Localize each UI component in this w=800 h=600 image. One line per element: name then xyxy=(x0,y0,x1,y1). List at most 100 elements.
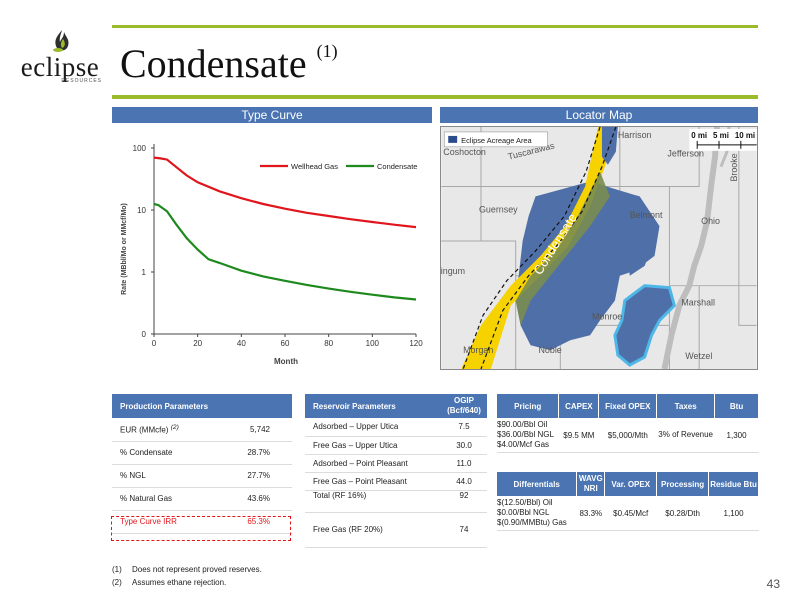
county-wetzel: Wetzel xyxy=(685,351,712,361)
production-value: 5,742 xyxy=(219,418,292,442)
table-row: % Condensate 28.7% xyxy=(112,441,292,465)
scale-10: 10 mi xyxy=(735,131,755,140)
processing-header: Processing xyxy=(656,472,710,496)
map-legend-text: Eclipse Acreage Area xyxy=(461,136,532,145)
page-number: 43 xyxy=(766,577,780,591)
reservoir-label: Free Gas – Point Pleasant xyxy=(305,472,441,491)
nri-value: 83.3% xyxy=(576,496,605,531)
taxes-header: Taxes xyxy=(656,394,716,418)
county-noble: Noble xyxy=(539,345,562,355)
reservoir-label: Free Gas (RF 20%) xyxy=(305,512,441,548)
fixed-opex-header: Fixed OPEX xyxy=(598,394,658,418)
production-label: % Condensate xyxy=(112,441,220,465)
acreage-area-east xyxy=(624,221,655,276)
pricing-ngl: $36.00/Bbl NGL xyxy=(497,430,554,439)
reservoir-value: 92 xyxy=(441,490,487,513)
footnotes: (1) Does not represent proved reserves. (… xyxy=(112,563,262,589)
map-legend-swatch xyxy=(448,135,458,143)
county-morgan: Morgan xyxy=(463,345,493,355)
reservoir-value: 7.5 xyxy=(441,418,487,437)
locator-map-header: Locator Map xyxy=(440,107,758,123)
x-tick-label: 0 xyxy=(152,339,157,348)
top-rule xyxy=(112,25,758,28)
chart-axes: 0 1 10 100 0 20 40 60 80 100 120 xyxy=(133,144,423,348)
production-header: Production Parameters xyxy=(112,394,292,418)
reservoir-value: 74 xyxy=(441,512,487,548)
capex-value: $9.5 MM xyxy=(558,418,599,453)
county-harrison: Harrison xyxy=(618,130,652,140)
reservoir-parameters-table: Reservoir Parameters OGIP (Bcf/640) Adso… xyxy=(305,394,487,548)
table-row: % NGL 27.7% xyxy=(112,464,292,488)
scale-0: 0 mi xyxy=(691,131,707,140)
x-tick-label: 80 xyxy=(324,339,333,348)
county-coshocton: Coshocton xyxy=(443,147,486,157)
table-row: $90.00/Bbl Oil $36.00/Bbl NGL $4.00/Mcf … xyxy=(497,418,759,453)
acreage-area xyxy=(515,181,660,351)
series-line-condensate xyxy=(153,202,417,301)
diff-ngl: $0.00/Bbl NGL xyxy=(497,508,550,517)
logo-subtext: RESOURCES xyxy=(61,78,102,84)
x-axis-label: Month xyxy=(274,357,298,366)
page-title-footnote: (1) xyxy=(316,40,338,61)
diff-gas: $(0.90/MMBtu) Gas xyxy=(497,518,567,527)
reservoir-value: 11.0 xyxy=(441,454,487,473)
production-value: 43.6% xyxy=(219,487,292,511)
ohio-river xyxy=(661,127,720,369)
pricing-cell: $90.00/Bbl Oil $36.00/Bbl NGL $4.00/Mcf … xyxy=(497,418,559,453)
production-parameters-table: Production Parameters EUR (MMcfe) (2) 5,7… xyxy=(112,394,292,534)
x-tick-label: 20 xyxy=(193,339,202,348)
btu-value: 1,300 xyxy=(714,418,759,453)
table-row: Type Curve IRR 65.3% xyxy=(112,510,292,534)
production-value: 27.7% xyxy=(219,464,292,488)
y-tick-label: 1 xyxy=(142,268,147,277)
reservoir-header: Reservoir Parameters xyxy=(305,394,441,418)
production-value: 65.3% xyxy=(219,510,292,534)
production-label: % Natural Gas xyxy=(112,487,220,511)
legend-label: Wellhead Gas xyxy=(291,162,338,171)
costs-table: Pricing CAPEX Fixed OPEX Taxes Btu $90.0… xyxy=(497,394,759,453)
differentials-table: Differentials WAVG NRI Var. OPEX Process… xyxy=(497,472,759,531)
table-row: Adsorbed – Point Pleasant 11.0 xyxy=(305,454,487,473)
fixed-opex-value: $5,000/Mth xyxy=(598,418,657,453)
legend-label: Condensate xyxy=(377,162,417,171)
residue-btu-header: Residue Btu xyxy=(708,472,759,496)
y-tick-label: 10 xyxy=(137,206,146,215)
logo-wordmark: eclipse xyxy=(20,52,100,82)
table-row: % Natural Gas 43.6% xyxy=(112,487,292,511)
pricing-oil: $90.00/Bbl Oil xyxy=(497,420,548,429)
pricing-gas: $4.00/Mcf Gas xyxy=(497,440,550,449)
page-title: Condensate (1) xyxy=(120,40,338,87)
nri-header: WAVG NRI xyxy=(576,472,606,496)
acreage-river-block xyxy=(613,284,677,367)
table-row: $(12.50/Bbl) Oil $0.00/Bbl NGL $(0.90/MM… xyxy=(497,496,759,531)
taxes-value: 3% of Revenue xyxy=(656,418,715,453)
company-logo: eclipse RESOURCES xyxy=(14,28,106,84)
county-marshall: Marshall xyxy=(681,298,715,308)
var-opex-value: $0.45/Mcf xyxy=(604,496,657,531)
y-axis-label: Rate (MBbl/Mo or MMcf/Mo) xyxy=(121,203,128,295)
x-tick-label: 40 xyxy=(237,339,246,348)
production-value: 28.7% xyxy=(219,441,292,465)
county-brooke: Brooke xyxy=(729,153,739,181)
series-line-wellhead-gas xyxy=(153,156,417,229)
reservoir-value: 30.0 xyxy=(441,436,487,455)
county-ohio: Ohio xyxy=(701,216,720,226)
differentials-cell: $(12.50/Bbl) Oil $0.00/Bbl NGL $(0.90/MM… xyxy=(497,496,577,531)
table-row: Free Gas – Point Pleasant 44.0 xyxy=(305,472,487,491)
x-tick-label: 60 xyxy=(281,339,290,348)
capex-header: CAPEX xyxy=(558,394,600,418)
x-tick-label: 100 xyxy=(366,339,380,348)
ogip-header: OGIP (Bcf/640) xyxy=(441,394,487,418)
flame-icon xyxy=(53,30,69,52)
type-curve-chart: 0 1 10 100 0 20 40 60 80 100 120 Wellhead Gas Conde… xyxy=(121,144,423,366)
scale-5: 5 mi xyxy=(713,131,729,140)
footnote-text: Assumes ethane rejection. xyxy=(132,578,227,587)
x-tick-label: 120 xyxy=(409,339,423,348)
table-row: Total (RF 16%) 92 xyxy=(305,490,487,513)
y-tick-label: 0 xyxy=(142,330,147,339)
table-row: EUR (MMcfe) (2) 5,742 xyxy=(112,418,292,442)
y-tick-label: 100 xyxy=(133,144,147,153)
btu-header: Btu xyxy=(714,394,759,418)
reservoir-label: Adsorbed – Point Pleasant xyxy=(305,454,441,473)
county-guernsey: Guernsey xyxy=(479,204,518,214)
